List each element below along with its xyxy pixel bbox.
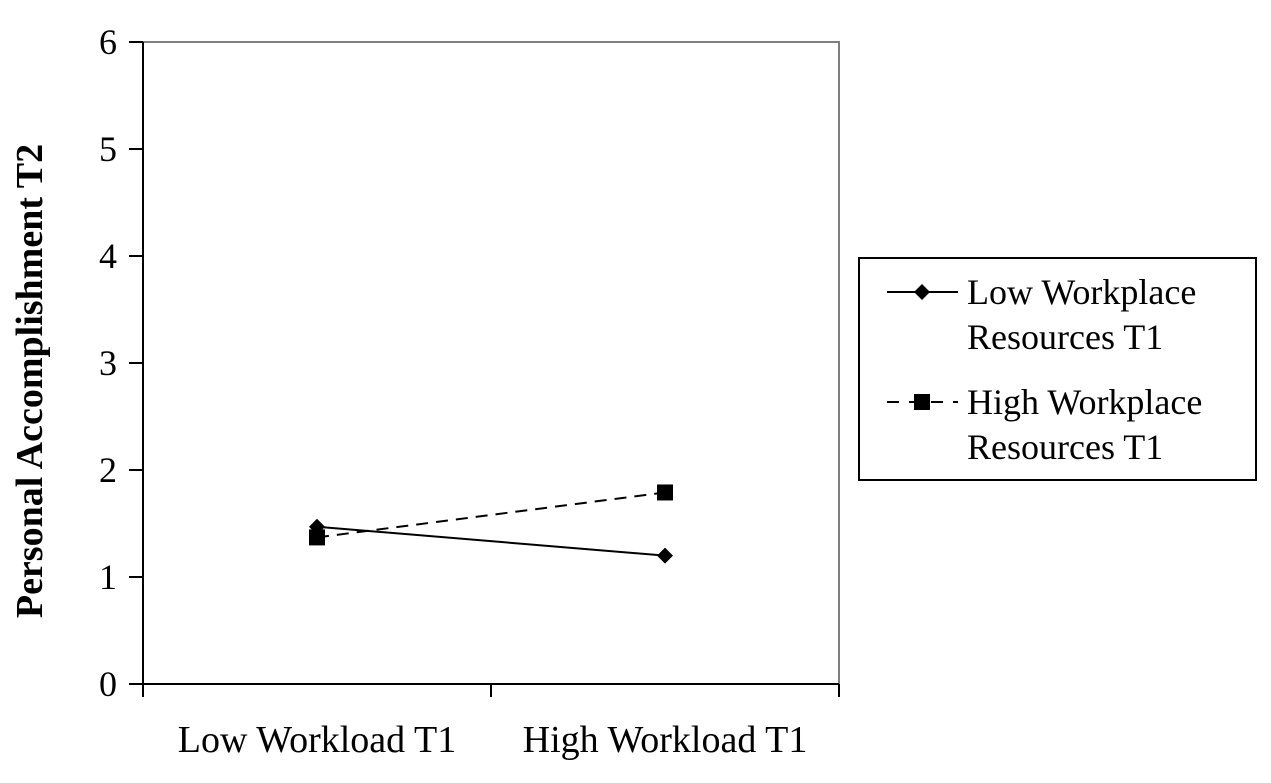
legend-label: Resources T1	[967, 317, 1163, 357]
diamond-icon	[914, 284, 930, 300]
series-2	[309, 484, 673, 546]
legend-label: Resources T1	[967, 427, 1163, 467]
square-icon	[914, 394, 930, 410]
data-point	[309, 529, 325, 546]
y-axis-title: Personal Accomplishment T2	[9, 144, 51, 618]
y-tick-label: 5	[99, 129, 117, 169]
y-tick-label: 1	[99, 557, 117, 597]
y-tick-label: 0	[99, 664, 117, 704]
series-1	[309, 518, 673, 564]
series-layer	[309, 484, 673, 564]
y-tick-label: 3	[99, 343, 117, 383]
legend-label: High Workplace	[967, 382, 1202, 422]
legend-label: Low Workplace	[967, 272, 1196, 312]
legend: Low Workplace Resources T1 High Workplace R…	[858, 257, 1257, 481]
y-tick-label: 4	[99, 236, 117, 276]
legend-item: High Workplace Resources T1	[887, 382, 1202, 467]
x-category-label: Low Workload T1	[178, 719, 456, 761]
x-axis: Low Workload T1 High Workload T1	[142, 683, 840, 761]
data-point	[657, 484, 673, 501]
series-line	[316, 525, 666, 557]
data-point	[657, 547, 673, 564]
y-tick-label: 2	[99, 450, 117, 490]
legend-item: Low Workplace Resources T1	[887, 272, 1196, 357]
x-category-label: High Workload T1	[523, 719, 808, 761]
plot-area	[142, 41, 840, 685]
y-tick-label: 6	[99, 22, 117, 62]
y-axis: 0 1 2 3 4 5 6	[99, 22, 144, 704]
